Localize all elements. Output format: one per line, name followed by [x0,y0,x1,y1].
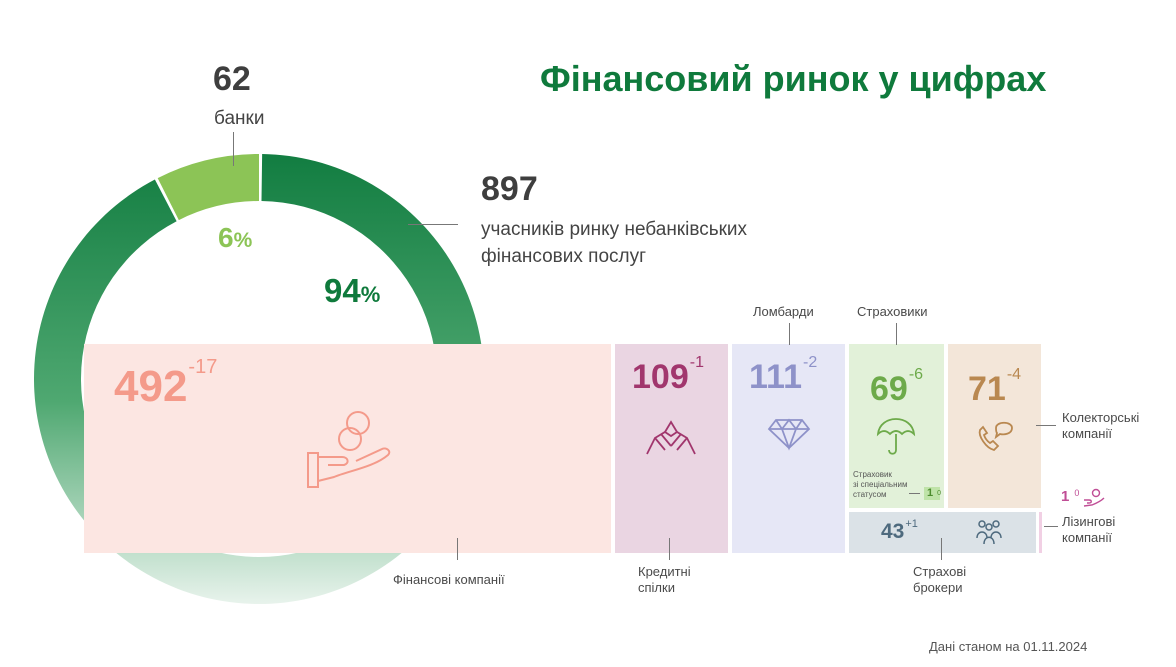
leasing-leader-line [1044,526,1058,527]
brokers-leader-line [941,538,942,560]
banks-leader-line [233,132,234,166]
umbrella-icon [876,418,916,455]
fin-companies-value: 492-17 [114,356,218,411]
segment-insurers: 69-6 Страховик зі спеціальним статусом 1… [849,344,944,508]
insurers-label: Страховики [857,304,928,319]
nonbank-count: 897 [481,170,538,208]
banks-label: банки [214,108,265,129]
leasing-label-line1: Лізингові [1062,514,1116,529]
date-note: Дані станом на 01.11.2024 [929,639,1088,654]
collectors-value: 71-4 [968,366,1022,408]
collectors-label-line2: компанії [1062,426,1112,441]
leasing-label-line2: компанії [1062,530,1112,545]
segment-leasing [1039,512,1042,553]
special-insurer-label-line3: статусом [853,490,887,499]
diamond-icon [767,418,811,451]
segment-collectors: 71-4 [948,344,1041,508]
pawnshops-value: 111-2 [749,354,818,396]
coin-hand-icon [307,411,391,488]
brokers-label-line2: брокери [913,580,963,595]
special-insurer-label-line2: зі спеціальним [853,480,908,489]
segment-pawnshops: 111-2 [732,344,845,553]
leasing-label: Лізингові компанії [1062,514,1115,546]
fin-companies-leader-line [457,538,458,560]
segment-fin-companies: 492-17 [84,344,611,553]
credit-unions-leader-line [669,538,670,560]
collectors-label: Колекторські компанії [1062,410,1139,442]
fin-companies-label: Фінансові компанії [393,572,505,587]
page-title: Фінансовий ринок у цифрах [540,58,1047,99]
nonbank-label-line2: фінансових послуг [481,246,647,267]
people-icon [976,520,1002,545]
special-insurer-leader-line [909,493,920,494]
phone-chat-icon [978,421,1013,451]
credit-unions-label-line1: Кредитні [638,564,691,579]
banks-count: 62 [213,60,251,98]
collectors-leader-line [1036,425,1056,426]
handshake-icon [646,420,696,455]
pawnshops-leader-line [789,323,790,345]
collectors-label-line1: Колекторські [1062,410,1140,425]
special-insurer-label: Страховик зі спеціальним статусом [853,470,907,500]
brokers-label-line1: Страхові [913,564,967,579]
hand-coin-icon [1083,488,1105,507]
special-insurer-label-line1: Страховик [853,470,892,479]
banks-percent: 6% [218,222,253,253]
insurers-leader-line [896,323,897,345]
insurers-value: 69-6 [870,366,924,408]
segment-credit-unions: 109-1 [615,344,728,553]
brokers-value: 43+1 [881,518,918,543]
credit-unions-label: Кредитні спілки [638,564,691,596]
segment-brokers: 43+1 [849,512,1036,553]
credit-unions-label-line2: спілки [638,580,675,595]
nonbank-leader-line [408,224,458,225]
brokers-label: Страхові брокери [913,564,966,596]
donut-segment-banks [157,154,259,221]
nonbank-percent: 94% [324,272,381,309]
pawnshops-label: Ломбарди [753,304,814,319]
nonbank-label-line1: учасників ринку небанківських [481,219,748,240]
credit-unions-value: 109-1 [632,354,704,396]
nonbank-label: учасників ринку небанківських фінансових… [481,216,747,270]
